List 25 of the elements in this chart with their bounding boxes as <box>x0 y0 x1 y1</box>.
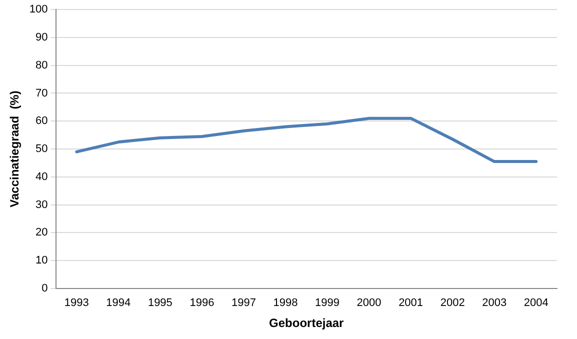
x-tick-label: 2000 <box>356 297 382 310</box>
y-tick-label: 50 <box>36 143 48 156</box>
y-tick-label: 70 <box>36 87 48 100</box>
y-tick-label: 20 <box>36 226 48 239</box>
y-tick-label: 80 <box>36 59 48 72</box>
y-axis-title: Vaccinatiegraad (%) <box>8 90 22 208</box>
x-tick-label: 1994 <box>106 297 131 310</box>
y-tick-label: 10 <box>36 254 48 267</box>
x-tick-label: 1995 <box>148 297 172 310</box>
y-tick-label: 90 <box>36 32 48 44</box>
y-tick-label: 40 <box>36 170 48 183</box>
x-axis-title: Geboortejaar <box>269 316 344 330</box>
x-tick-label: 2003 <box>482 297 507 310</box>
x-tick-label: 2004 <box>524 297 548 310</box>
y-tick-label: 30 <box>36 198 48 211</box>
x-tick-label: 1993 <box>64 297 89 310</box>
y-tick-label: 0 <box>42 282 48 294</box>
x-tick-label: 1997 <box>231 297 256 310</box>
x-tick-label: 1998 <box>273 297 298 310</box>
x-tick-label: 2001 <box>398 297 424 310</box>
y-tick-label: 60 <box>36 115 48 128</box>
x-tick-label: 2002 <box>440 297 465 310</box>
y-tick-label: 100 <box>29 4 48 16</box>
x-tick-label: 1996 <box>190 297 214 310</box>
x-tick-label: 1999 <box>315 297 340 310</box>
